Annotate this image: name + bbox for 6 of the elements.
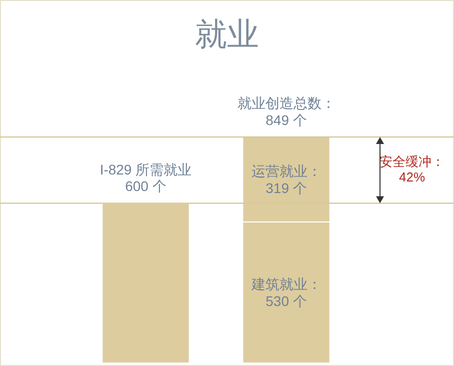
chart-title: 就业 xyxy=(195,16,259,52)
data-label: 建筑就业： 530 个 xyxy=(250,276,322,309)
data-label: I-829 所需就业 600 个 xyxy=(100,161,192,194)
annotation: 安全缓冲： 42% xyxy=(380,154,444,185)
total-label: 就业创造总数： 849 个 xyxy=(237,95,336,128)
data-label: 运营就业： 319 个 xyxy=(251,162,322,196)
